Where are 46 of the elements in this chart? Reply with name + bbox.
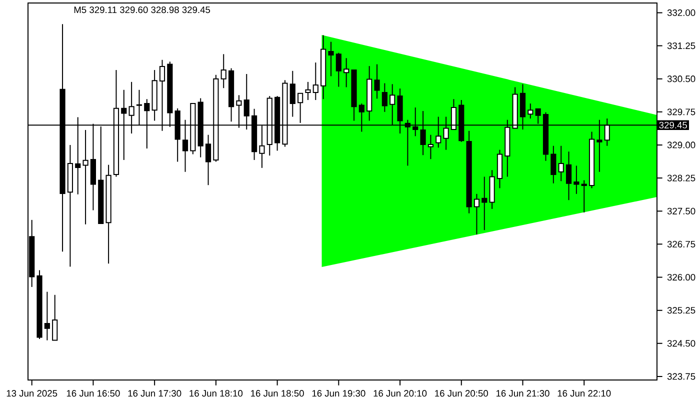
y-tick-label: 327.50: [667, 208, 696, 214]
candlestick: [344, 58, 350, 88]
x-tick-label: 16 Jun 16:50: [66, 390, 120, 397]
candlestick: [528, 102, 534, 119]
candlestick: [205, 134, 212, 186]
chart-title: M5 329.11 329.60 328.98 329.45: [74, 6, 210, 14]
candlestick: [290, 70, 296, 118]
x-tick-label: 16 Jun 20:50: [435, 390, 488, 397]
candlestick: [558, 145, 564, 182]
x-tick-label: 16 Jun 18:50: [251, 390, 304, 397]
candlestick: [312, 62, 318, 100]
ref-line-label: 329.45: [659, 122, 687, 128]
candlestick: [428, 134, 434, 160]
candlestick: [482, 176, 488, 231]
candlestick: [82, 129, 88, 225]
x-tick-label: 16 Jun 20:10: [374, 390, 427, 397]
candlestick: [374, 64, 380, 100]
y-tick-label: 329.75: [667, 108, 696, 116]
candlestick: [336, 52, 342, 88]
x-tick-label: 13 Jun 2025: [6, 390, 58, 397]
y-tick-label: 332.00: [667, 9, 696, 16]
y-tick-label: 328.25: [667, 174, 696, 182]
x-tick-label: 16 Jun 17:30: [128, 390, 182, 397]
y-tick-label: 323.75: [667, 373, 696, 380]
candlestick: [44, 291, 50, 341]
y-tick-label: 326.75: [667, 240, 696, 248]
candlestick: [305, 81, 311, 100]
candlestick: [566, 151, 572, 201]
y-tick-label: 330.50: [667, 76, 696, 82]
y-tick-label: 329.00: [667, 142, 696, 148]
candlestick: [581, 180, 587, 213]
candlestick: [220, 54, 226, 89]
candlestick: [328, 41, 334, 77]
candlestick: [382, 82, 388, 112]
candlestick: [550, 145, 556, 184]
y-tick-label: 331.25: [667, 42, 696, 50]
y-tick-label: 326.00: [667, 274, 696, 281]
x-tick-label: 16 Jun 21:30: [496, 390, 550, 397]
candlestick: [52, 294, 58, 341]
x-tick-label: 16 Jun 22:10: [558, 390, 611, 397]
y-tick-label: 325.25: [667, 307, 696, 314]
candlestick: [574, 165, 580, 194]
x-tick-label: 16 Jun 19:30: [312, 390, 366, 397]
x-tick-label: 16 Jun 18:10: [190, 390, 243, 397]
y-tick-label: 324.50: [667, 340, 696, 347]
candlestick: [474, 193, 480, 235]
